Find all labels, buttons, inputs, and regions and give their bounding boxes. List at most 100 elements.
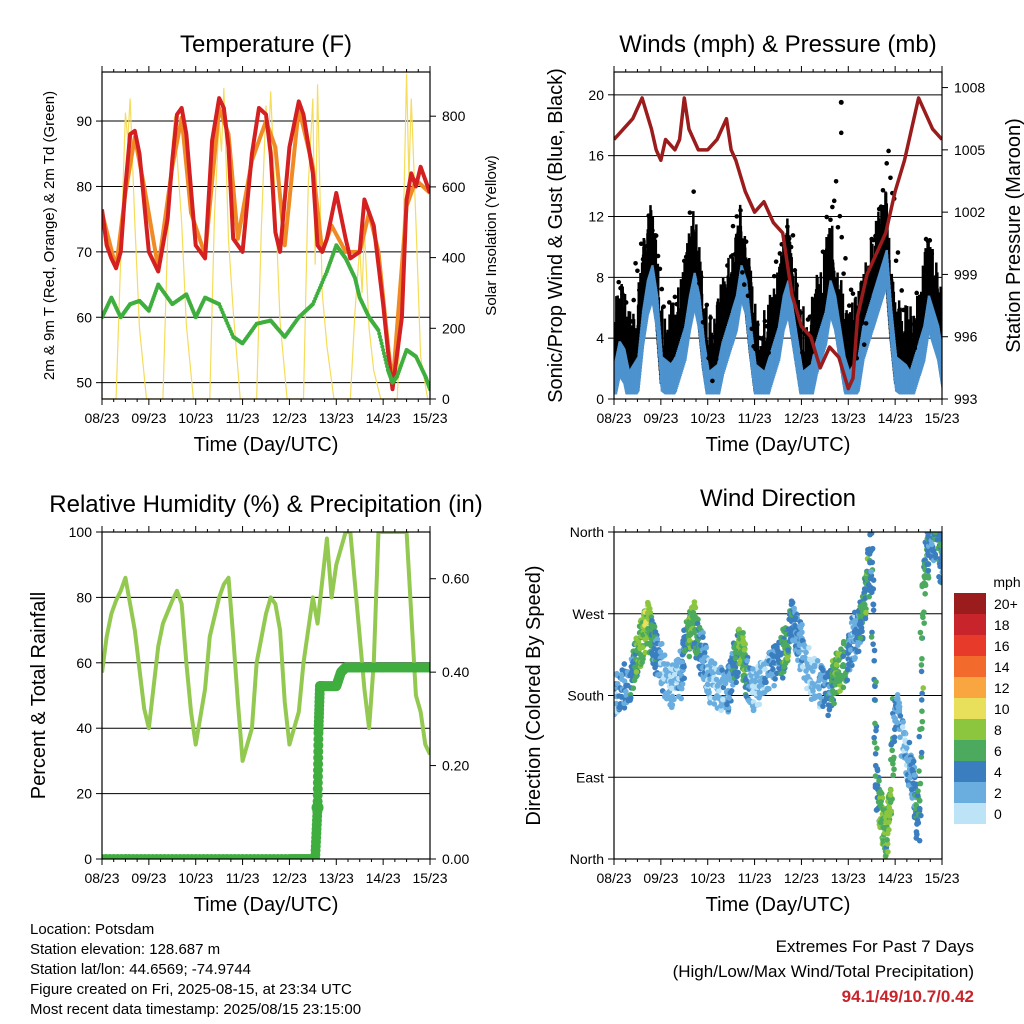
y-right-tick-label: 0.20 bbox=[442, 758, 469, 774]
gust-point bbox=[831, 198, 837, 204]
gust-point bbox=[916, 321, 921, 326]
direction-point bbox=[920, 685, 927, 691]
plot-frame bbox=[613, 71, 943, 400]
direction-point bbox=[716, 688, 722, 694]
direction-point bbox=[940, 560, 942, 566]
gust-point bbox=[867, 289, 873, 295]
y-right-tick-label: 1005 bbox=[954, 142, 985, 158]
panel-title: Winds (mph) & Pressure (mb) bbox=[619, 31, 936, 58]
dewpoint-point bbox=[381, 351, 386, 356]
colorbar-swatch bbox=[954, 635, 986, 656]
gust-point bbox=[745, 293, 751, 299]
direction-point bbox=[891, 714, 897, 721]
gust-point bbox=[764, 323, 770, 329]
direction-point bbox=[907, 774, 914, 781]
direction-point bbox=[785, 647, 791, 653]
direction-point bbox=[936, 574, 942, 580]
gust-point bbox=[689, 242, 695, 248]
direction-point bbox=[681, 675, 688, 682]
gust-point bbox=[721, 283, 726, 289]
direction-point bbox=[859, 628, 865, 635]
direction-point bbox=[707, 699, 713, 706]
direction-point bbox=[912, 781, 918, 788]
direction-point bbox=[847, 647, 854, 653]
direction-point bbox=[917, 629, 924, 636]
gust-point bbox=[734, 214, 740, 219]
direction-point bbox=[799, 663, 806, 670]
y-right-tick-label: 1002 bbox=[954, 204, 985, 220]
direction-point bbox=[763, 679, 769, 686]
direction-point bbox=[749, 683, 756, 689]
gust-point bbox=[642, 267, 648, 273]
colorbar-label: 12 bbox=[994, 680, 1010, 696]
gust-point bbox=[730, 223, 736, 229]
series-station-pressure bbox=[614, 96, 942, 391]
y-tick-label: 80 bbox=[76, 589, 92, 605]
x-tick-label: 11/23 bbox=[226, 870, 260, 886]
dewpoint-point bbox=[381, 347, 386, 352]
gust-point bbox=[648, 242, 653, 248]
latlon-text: Station lat/lon: 44.6569; -74.9744 bbox=[30, 961, 252, 978]
direction-point bbox=[811, 662, 818, 669]
gust-point bbox=[901, 307, 906, 313]
direction-point bbox=[803, 649, 809, 656]
y-tick-label: 40 bbox=[76, 720, 92, 736]
direction-point bbox=[772, 676, 778, 682]
direction-point bbox=[873, 727, 879, 734]
gust-point bbox=[781, 264, 786, 270]
x-tick-label: 11/23 bbox=[738, 870, 772, 886]
direction-point bbox=[679, 681, 686, 687]
gust-point bbox=[665, 332, 670, 337]
gust-point bbox=[713, 356, 719, 362]
dewpoint-point bbox=[383, 357, 388, 362]
direction-point bbox=[757, 669, 763, 675]
panel-title: Relative Humidity (%) & Precipitation (i… bbox=[49, 491, 482, 518]
series-relative-humidity bbox=[102, 532, 430, 763]
direction-point bbox=[782, 639, 789, 646]
gust-point bbox=[732, 252, 738, 257]
x-tick-label: 13/23 bbox=[319, 870, 354, 886]
panel-2: Winds (mph) & Pressure (mb) 0 4 8 12 16 20 08/2… bbox=[545, 31, 1024, 456]
panel-title: Wind Direction bbox=[700, 485, 856, 512]
x-tick-label: 15/23 bbox=[412, 870, 447, 886]
speed-colorbar: mph 20+ 18 16 14 12 10 8 6 4 2 0 bbox=[954, 574, 1021, 824]
gust-point bbox=[623, 300, 629, 305]
direction-point bbox=[627, 695, 634, 701]
direction-point bbox=[917, 726, 923, 733]
direction-point bbox=[661, 652, 668, 658]
direction-point bbox=[733, 679, 739, 686]
direction-point bbox=[810, 688, 816, 694]
colorbar-swatch bbox=[954, 593, 986, 614]
direction-point bbox=[939, 552, 942, 558]
gust-point bbox=[706, 355, 711, 361]
direction-point bbox=[826, 706, 833, 713]
gust-point bbox=[893, 258, 899, 264]
x-tick-label: 08/23 bbox=[84, 870, 119, 886]
dewpoint-point bbox=[384, 361, 389, 366]
gust-point bbox=[906, 359, 912, 364]
direction-point bbox=[894, 719, 901, 726]
gust-point bbox=[719, 307, 725, 312]
direction-point bbox=[791, 605, 797, 612]
direction-point bbox=[890, 760, 896, 767]
direction-point bbox=[888, 787, 894, 793]
gust-point bbox=[899, 288, 905, 293]
direction-point bbox=[919, 718, 926, 725]
x-tick-label: 09/23 bbox=[131, 870, 166, 886]
x-tick-label: 14/23 bbox=[878, 870, 913, 886]
x-tick-label: 12/23 bbox=[272, 410, 307, 426]
direction-point bbox=[918, 754, 925, 760]
x-axis-label: Time (Day/UTC) bbox=[706, 434, 851, 456]
direction-point bbox=[774, 645, 780, 652]
y-tick-label: 90 bbox=[76, 113, 92, 129]
direction-point bbox=[833, 661, 840, 668]
gust-point bbox=[843, 256, 848, 261]
gust-point bbox=[758, 336, 764, 341]
gust-point bbox=[755, 322, 760, 328]
series-2m-temperature bbox=[102, 96, 430, 392]
y-tick-label: West bbox=[572, 606, 604, 622]
direction-point bbox=[703, 644, 710, 651]
gust-point bbox=[822, 275, 828, 281]
gust-point bbox=[773, 259, 779, 264]
direction-point bbox=[871, 647, 878, 654]
